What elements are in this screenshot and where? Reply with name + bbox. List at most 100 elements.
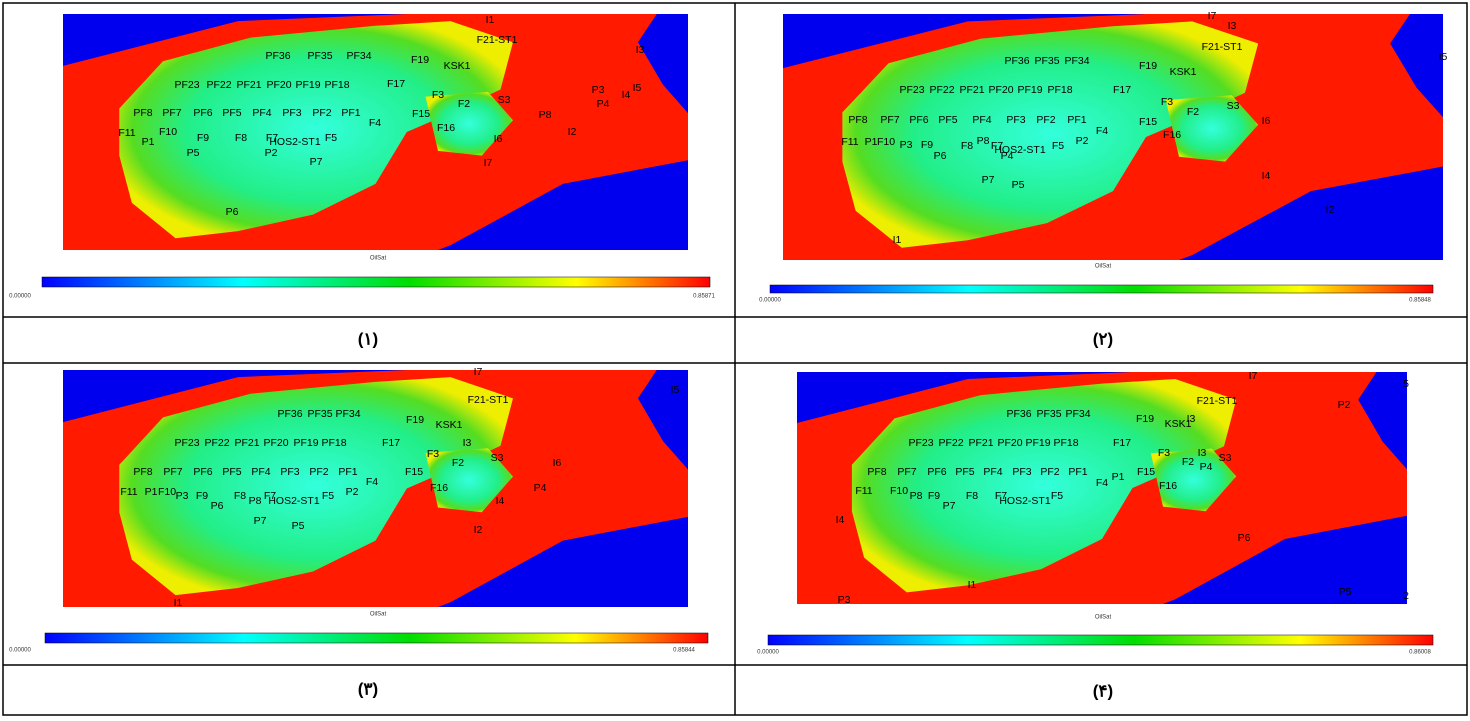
well-label: F11 [841, 136, 858, 148]
well-label: PF35 [1034, 55, 1059, 67]
colorbar-min: 0.00000 [757, 650, 779, 656]
well-label: PF5 [955, 466, 974, 478]
well-label: F4 [1096, 125, 1108, 137]
well-label: PF35 [307, 50, 332, 62]
well-label: PF18 [321, 437, 346, 449]
well-label: PF4 [983, 466, 1002, 478]
property-label: OilSat [1095, 264, 1112, 270]
well-label: PF7 [880, 114, 899, 126]
well-label: PF4 [251, 466, 270, 478]
well-label: F21-ST1 [1202, 41, 1243, 53]
well-label: P6 [211, 500, 224, 512]
well-label: PF22 [206, 79, 231, 91]
well-label: PF20 [266, 79, 291, 91]
well-label: F17 [1113, 437, 1131, 449]
well-label: PF6 [193, 466, 212, 478]
well-label: PF2 [1040, 466, 1059, 478]
property-label: OilSat [1095, 615, 1112, 621]
well-label: PF18 [1047, 84, 1072, 96]
colorbar [42, 277, 710, 287]
well-label: PF7 [897, 466, 916, 478]
well-label: F16 [430, 482, 448, 494]
well-label: F15 [1139, 116, 1157, 128]
well-label: PF5 [222, 107, 241, 119]
well-label: PF19 [295, 79, 320, 91]
well-label: F11 [118, 127, 135, 139]
well-label: F16 [437, 122, 455, 134]
well-label: P4 [1001, 150, 1014, 162]
well-label: P3 [838, 594, 851, 606]
well-label: F9 [197, 132, 209, 144]
well-label: P5 [292, 520, 305, 532]
well-label: P4 [1200, 461, 1213, 473]
well-label: P8 [977, 135, 990, 147]
well-label: I4 [496, 495, 505, 507]
well-label: PF19 [1025, 437, 1050, 449]
well-label: I3 [1228, 20, 1237, 32]
colorbar-max: 0.85848 [1409, 298, 1431, 304]
well-label: I7 [1208, 10, 1217, 22]
well-label: I4 [836, 514, 845, 526]
well-label: I6 [494, 133, 503, 145]
well-label: PF23 [174, 437, 199, 449]
well-label: F10 [158, 486, 176, 498]
well-label: P2 [1076, 135, 1089, 147]
well-label: I1 [174, 597, 183, 609]
well-label: F15 [412, 108, 430, 120]
colorbar-max: 0.86008 [1409, 650, 1431, 656]
well-label: F21-ST1 [1197, 395, 1238, 407]
well-label: PF20 [988, 84, 1013, 96]
well-label: F10 [877, 136, 895, 148]
caption: (۳) [358, 679, 378, 698]
well-label: I1 [893, 234, 902, 246]
well-label: F9 [921, 139, 933, 151]
well-label: F19 [406, 414, 424, 426]
well-label: PF2 [309, 466, 328, 478]
well-label: P8 [539, 109, 552, 121]
well-label: S3 [1219, 452, 1232, 464]
well-label: F9 [196, 490, 208, 502]
well-label: PF22 [204, 437, 229, 449]
well-label: F17 [1113, 84, 1131, 96]
well-label: I7 [1249, 370, 1258, 382]
well-label: P7 [254, 515, 267, 527]
well-label: PF23 [908, 437, 933, 449]
well-label: I4 [1262, 170, 1271, 182]
well-label: PF3 [280, 466, 299, 478]
well-label: P6 [226, 206, 239, 218]
well-label: P2 [346, 486, 359, 498]
well-label: PF1 [341, 107, 360, 119]
well-label: F11 [120, 486, 137, 498]
well-label: PF36 [1004, 55, 1029, 67]
colorbar [45, 633, 708, 643]
well-label: F16 [1159, 480, 1177, 492]
well-label: F16 [1163, 129, 1181, 141]
well-label: F8 [234, 490, 246, 502]
well-label: KSK1 [1170, 66, 1197, 78]
well-label: I6 [553, 457, 562, 469]
well-label: I2 [474, 524, 483, 536]
well-label: I3 [463, 437, 472, 449]
well-label: PF5 [938, 114, 957, 126]
well-label: PF36 [277, 408, 302, 420]
well-label: I3 [1187, 413, 1196, 425]
well-label: P8 [910, 490, 923, 502]
well-label: F19 [1136, 413, 1154, 425]
well-label: PF21 [234, 437, 259, 449]
colorbar-min: 0.00000 [759, 298, 781, 304]
colorbar-min: 0.00000 [9, 648, 31, 654]
well-label: PF1 [338, 466, 357, 478]
well-label: P6 [934, 150, 947, 162]
well-label: HOS2-ST1 [999, 495, 1051, 507]
well-label: P3 [900, 139, 913, 151]
well-label: I2 [568, 126, 577, 138]
well-label: F9 [928, 490, 940, 502]
well-label: PF20 [997, 437, 1022, 449]
well-label: F8 [235, 132, 247, 144]
well-label: PF1 [1067, 114, 1086, 126]
well-label: P6 [1238, 532, 1251, 544]
well-label: PF34 [1065, 408, 1090, 420]
well-label: PF22 [929, 84, 954, 96]
well-label: PF6 [193, 107, 212, 119]
well-label: PF35 [307, 408, 332, 420]
